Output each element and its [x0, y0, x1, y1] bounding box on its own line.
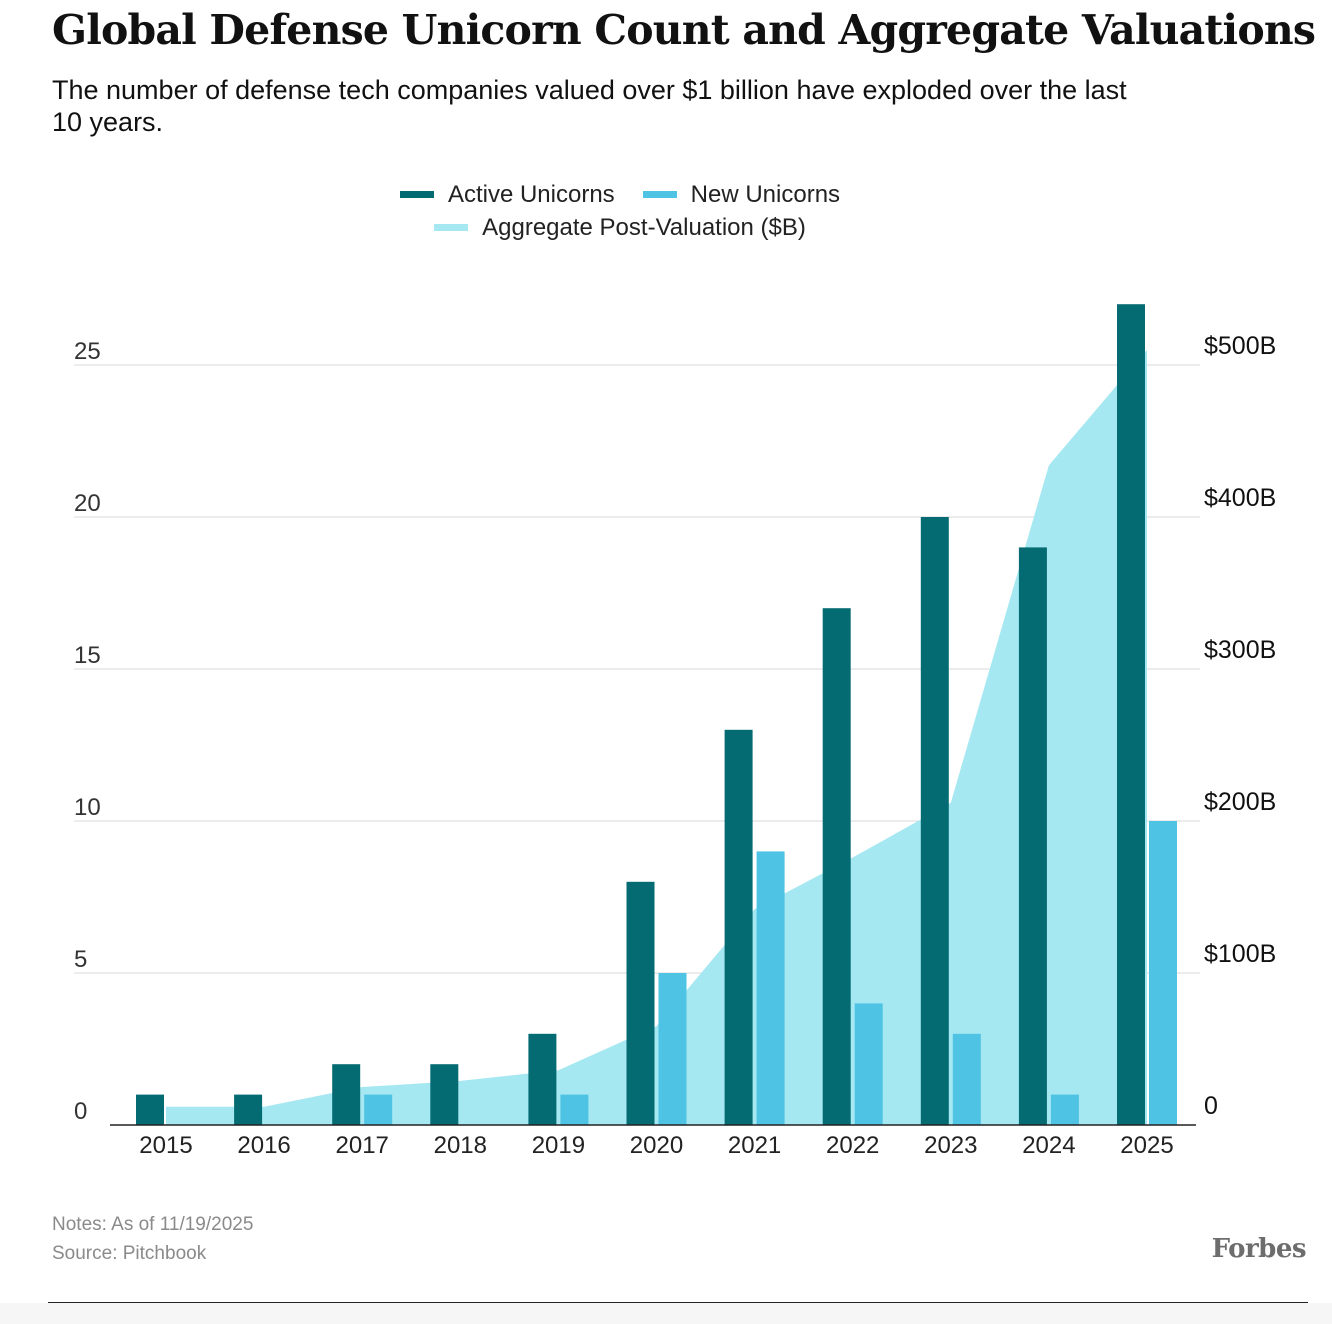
bars-layer	[136, 304, 1177, 1125]
footer-divider	[48, 1302, 1308, 1303]
bar-new-2020	[658, 973, 687, 1125]
axes-layer: 05101520250$100B$200B$300B$400B$500B2015…	[74, 332, 1276, 1159]
x-tick-label-2015: 2015	[139, 1132, 192, 1159]
legend-item-new-unicorns: New Unicorns	[642, 180, 841, 209]
y-left-tick-label-15: 15	[74, 642, 101, 669]
bar-active-2016	[234, 1094, 263, 1125]
x-tick-label-2020: 2020	[630, 1132, 683, 1159]
bar-active-2020	[626, 881, 655, 1125]
x-tick-label-2024: 2024	[1022, 1132, 1075, 1159]
legend-label-aggregate-valuation: Aggregate Post-Valuation ($B)	[482, 213, 806, 241]
valuation-area	[166, 349, 1147, 1125]
chart-plot: 05101520250$100B$200B$300B$400B$500B2015…	[74, 304, 1276, 1159]
notes-source: Source: Pitchbook	[52, 1243, 207, 1264]
y-left-tick-label-25: 25	[74, 338, 101, 365]
y-right-tick-label-200: $200B	[1204, 788, 1276, 816]
bar-active-2023	[920, 517, 949, 1125]
y-right-tick-label-100: $100B	[1204, 940, 1276, 968]
legend: Active Unicorns New Unicorns Aggregate P…	[0, 178, 1240, 244]
legend-swatch-new-unicorns	[642, 191, 677, 198]
x-tick-label-2022: 2022	[826, 1132, 879, 1159]
x-tick-label-2016: 2016	[237, 1132, 290, 1159]
y-left-tick-label-5: 5	[74, 946, 87, 973]
y-right-tick-label-400: $400B	[1204, 484, 1276, 512]
bar-new-2021	[756, 851, 785, 1125]
chart-subtitle: The number of defense tech companies val…	[52, 75, 1127, 137]
legend-label-active-unicorns: Active Unicorns	[447, 180, 615, 208]
forbes-logo: Forbes	[1211, 1234, 1307, 1264]
legend-swatch-active-unicorns	[399, 191, 434, 198]
notes: Notes: As of 11/19/2025 Source: Pitchboo…	[52, 1210, 253, 1268]
bar-active-2018	[430, 1064, 459, 1125]
y-left-tick-label-10: 10	[74, 794, 101, 821]
footer-band	[0, 1303, 1332, 1324]
chart-title: Global Defense Unicorn Count and Aggrega…	[52, 6, 1316, 54]
bar-active-2015	[136, 1094, 164, 1125]
bar-active-2019	[528, 1033, 557, 1125]
legend-item-active-unicorns: Active Unicorns	[399, 180, 615, 209]
bar-new-2019	[560, 1094, 589, 1125]
x-tick-label-2019: 2019	[532, 1132, 585, 1159]
bar-active-2025	[1117, 304, 1145, 1125]
legend-swatch-aggregate-valuation	[434, 224, 469, 231]
y-right-tick-label-300: $300B	[1204, 636, 1276, 664]
x-tick-label-2023: 2023	[924, 1132, 977, 1159]
bar-active-2017	[332, 1064, 361, 1125]
bar-new-2017	[364, 1094, 393, 1125]
x-tick-label-2018: 2018	[434, 1132, 487, 1159]
y-right-tick-label-0: 0	[1204, 1092, 1218, 1120]
bar-active-2022	[822, 608, 851, 1125]
x-tick-label-2021: 2021	[728, 1132, 781, 1159]
x-tick-label-2017: 2017	[336, 1132, 389, 1159]
y-right-tick-label-500: $500B	[1204, 332, 1276, 360]
bar-new-2024	[1050, 1094, 1079, 1125]
bar-new-2023	[952, 1033, 981, 1125]
legend-item-aggregate-valuation: Aggregate Post-Valuation ($B)	[434, 214, 806, 242]
bar-new-2022	[854, 1003, 883, 1125]
bar-active-2021	[724, 729, 753, 1125]
legend-label-new-unicorns: New Unicorns	[690, 180, 841, 208]
x-tick-label-2025: 2025	[1120, 1132, 1173, 1159]
y-left-tick-label-20: 20	[74, 490, 101, 517]
y-left-tick-label-0: 0	[74, 1098, 87, 1125]
bar-active-2024	[1018, 547, 1047, 1125]
valuation-area-layer	[166, 349, 1147, 1125]
bar-new-2025	[1149, 821, 1177, 1125]
notes-date: Notes: As of 11/19/2025	[52, 1214, 254, 1235]
